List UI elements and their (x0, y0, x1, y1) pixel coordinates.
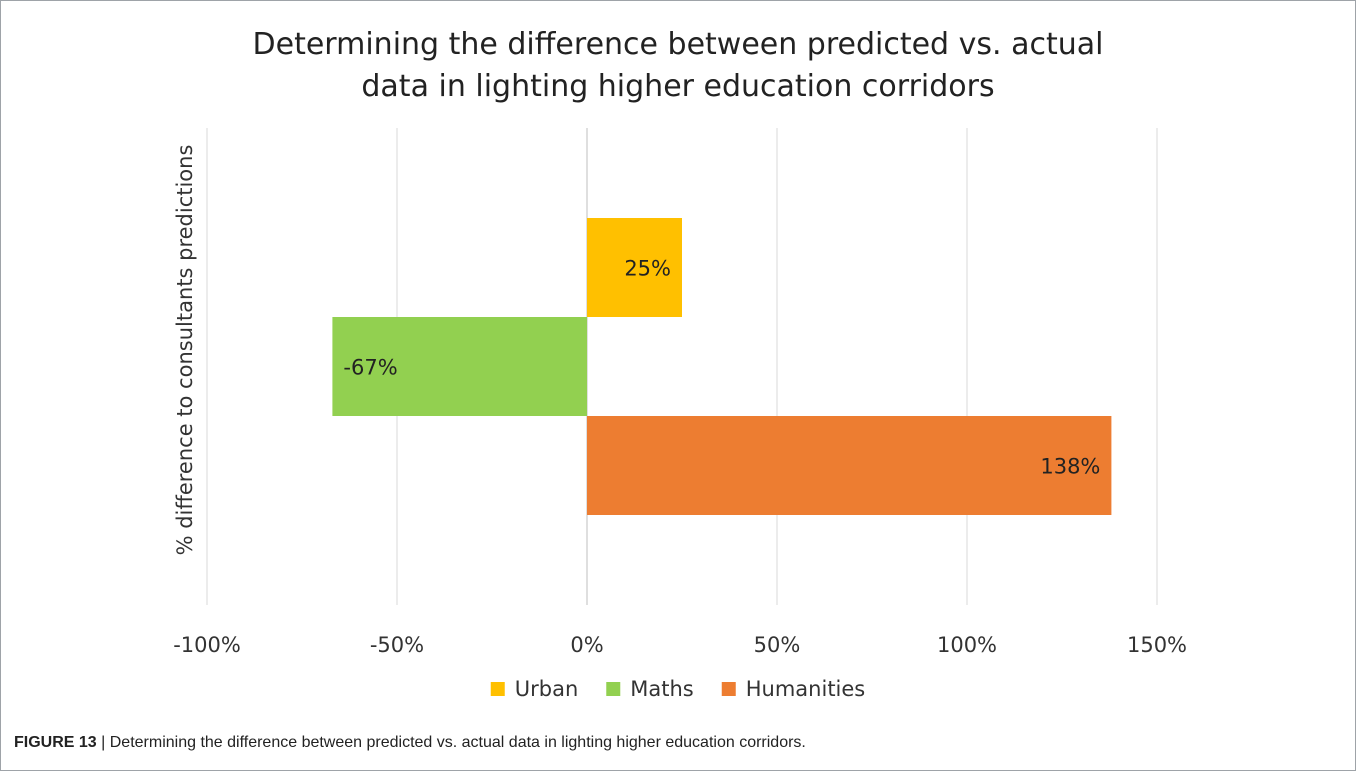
x-tick-label: 150% (1127, 633, 1187, 657)
gridlines (206, 128, 1158, 605)
legend: Urban Maths Humanities (490, 677, 866, 701)
bars (332, 218, 1112, 515)
data-label-humanities: 138% (1040, 455, 1100, 479)
x-tick-label: 100% (937, 633, 997, 657)
data-label-maths: -67% (343, 356, 397, 380)
chart-title-line-2: data in lighting higher education corrid… (361, 69, 994, 104)
x-tick-label: 50% (754, 633, 801, 657)
x-axis-ticks: -100% -50% 0% 50% 100% 150% (173, 633, 1187, 657)
data-label-urban: 25% (624, 257, 671, 281)
chart-title: Determining the difference between predi… (253, 27, 1104, 104)
chart-title-line-1: Determining the difference between predi… (253, 27, 1104, 62)
y-axis-label-group: % difference to consultants predictions (173, 145, 197, 556)
caption-separator: | (101, 734, 106, 751)
legend-swatch-urban (490, 682, 505, 696)
bar-maths (332, 317, 587, 416)
legend-label-maths: Maths (630, 677, 693, 701)
caption-label: FIGURE 13 (14, 734, 97, 751)
y-axis-label: % difference to consultants predictions (173, 145, 197, 556)
bar-humanities (587, 416, 1112, 515)
x-tick-label: -50% (370, 633, 424, 657)
data-labels: 25% -67% 138% (343, 257, 1100, 479)
figure-caption: FIGURE 13 | Determining the difference b… (14, 734, 806, 752)
caption-text: Determining the difference between predi… (109, 734, 806, 751)
legend-swatch-humanities (721, 682, 736, 696)
legend-swatch-maths (606, 682, 621, 696)
legend-label-humanities: Humanities (746, 677, 866, 701)
x-tick-label: 0% (570, 633, 603, 657)
bar-urban (587, 218, 682, 317)
legend-label-urban: Urban (515, 677, 579, 701)
bar-chart: Determining the difference between predi… (173, 27, 1187, 701)
x-tick-label: -100% (173, 633, 241, 657)
